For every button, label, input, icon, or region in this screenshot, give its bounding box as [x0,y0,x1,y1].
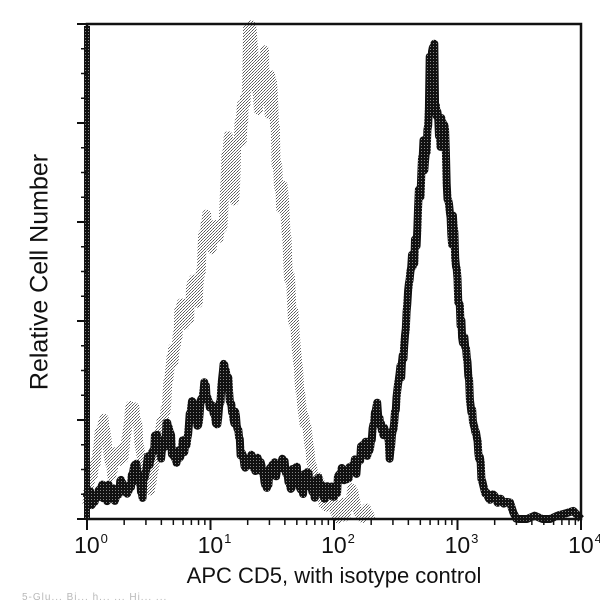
x-tick-label: 104 [568,531,600,558]
x-tick-label: 100 [74,531,108,558]
x-axis-label: APC CD5, with isotype control [186,563,482,588]
x-tick-label: 102 [321,531,355,558]
y-axis-label: Relative Cell Number [25,153,54,391]
series-apc-cd5 [83,39,584,523]
footer-caption: 5-Glu... Bi... h... ... Hi... ... [22,592,168,603]
x-tick-label: 103 [444,531,479,558]
x-tick-label: 101 [197,531,232,558]
y-axis-line [84,26,90,519]
series-isotype-control [82,20,376,524]
